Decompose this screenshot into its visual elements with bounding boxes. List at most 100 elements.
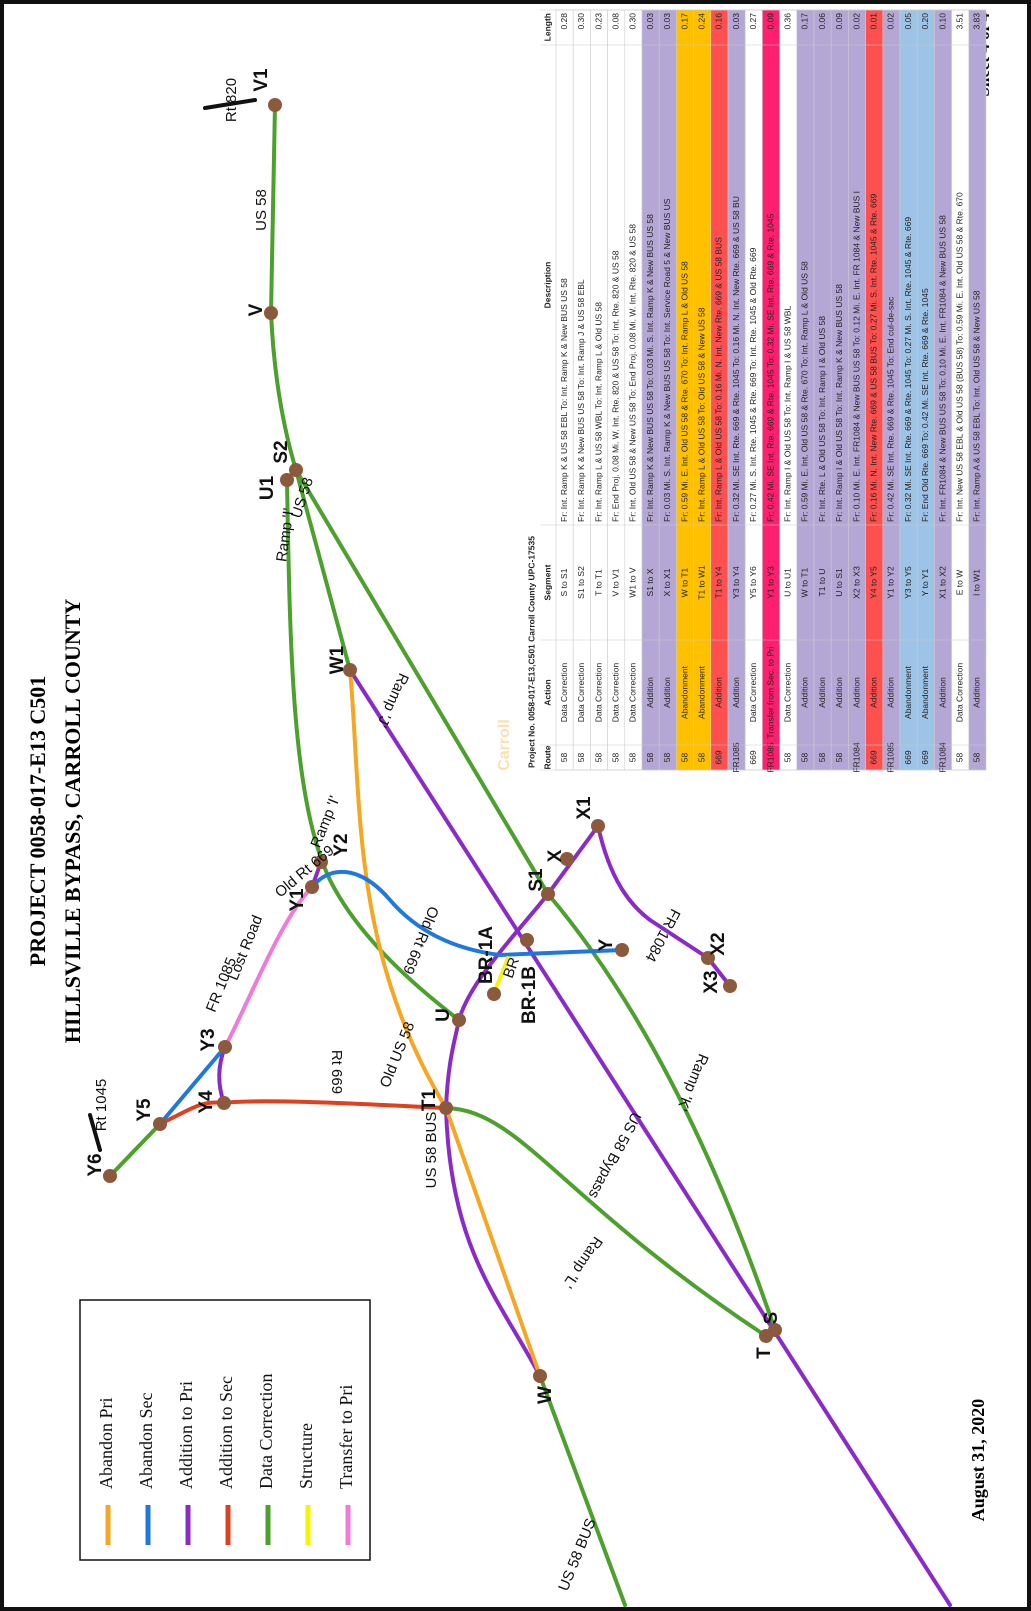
node-label: U1 bbox=[257, 475, 278, 500]
road bbox=[494, 956, 510, 990]
table-cell: 58 bbox=[696, 753, 706, 763]
table-cell: FR1085 bbox=[731, 742, 741, 773]
table-cell: S1 to X bbox=[645, 568, 655, 596]
table-cell: I to W1 bbox=[972, 569, 982, 596]
table-cell: 58 bbox=[800, 753, 810, 763]
node bbox=[591, 819, 605, 833]
table-cell: FR1084 bbox=[937, 742, 947, 773]
table-cell: 0.01 bbox=[868, 13, 878, 30]
table-cell: Y5 to Y6 bbox=[748, 566, 758, 599]
table-cell: Fr: Int. Rte. L & Old US 58 To: Int. Ram… bbox=[817, 316, 827, 522]
table-cell: S to S1 bbox=[559, 568, 569, 596]
node bbox=[343, 663, 357, 677]
node-label: W1 bbox=[327, 645, 348, 674]
table-cell: 58 bbox=[645, 753, 655, 763]
node-label: Y2 bbox=[331, 833, 352, 856]
legend-label: Abandon Sec bbox=[136, 1393, 156, 1489]
road-lines bbox=[88, 98, 952, 1607]
table-cell: S1 to S2 bbox=[576, 566, 586, 599]
table-cell: Y4 to Y5 bbox=[868, 566, 878, 599]
road bbox=[269, 103, 298, 472]
table-cell: Fr: 0.59 Mi. E. Int. Old US 58 & Rte. 67… bbox=[800, 261, 810, 522]
table-cell: 58 bbox=[679, 753, 689, 763]
legend-label: Addition to Pri bbox=[176, 1381, 196, 1489]
table-cell: 0.23 bbox=[593, 13, 603, 30]
table-cell: 0.06 bbox=[817, 13, 827, 30]
node-label: W bbox=[535, 1386, 556, 1404]
node bbox=[768, 1323, 782, 1337]
node-label: S1 bbox=[526, 868, 547, 892]
table-cell: Addition bbox=[937, 677, 947, 708]
table-cell: U to S1 bbox=[834, 568, 844, 597]
node bbox=[615, 943, 629, 957]
table-cell: Data Correction bbox=[748, 662, 758, 722]
table-cell: Fr: Int. Ramp L & Old US 58 To: 0.16 Mi.… bbox=[714, 237, 724, 522]
table-cell: Fr: Int. Ramp K & US 58 EBL To: Int. Ram… bbox=[559, 278, 569, 522]
table-cell: Addition bbox=[800, 677, 810, 708]
table-cell: Data Correction bbox=[559, 662, 569, 722]
node-label: Y bbox=[596, 938, 617, 951]
table-cell: X2 to X3 bbox=[851, 566, 861, 599]
table-cell: Fr: Int. Ramp K & New BUS US 58 To: 0.03… bbox=[645, 214, 655, 522]
table-cell: Data Correction bbox=[593, 662, 603, 722]
table-cell: 669 bbox=[868, 750, 878, 764]
table-cell: Addition bbox=[731, 677, 741, 708]
node bbox=[701, 951, 715, 965]
node bbox=[103, 1169, 117, 1183]
column-header: Route bbox=[542, 745, 552, 769]
table-cell: Addition bbox=[645, 677, 655, 708]
title: HILLSVILLE BYPASS, CARROLL COUNTY bbox=[60, 599, 85, 1044]
node-label: S2 bbox=[271, 440, 292, 463]
table-cell: Fr: Int. Old US 58 & New US 58 To: End P… bbox=[628, 224, 638, 522]
table-cell: 58 bbox=[628, 753, 638, 763]
node-label: V1 bbox=[251, 68, 272, 92]
table-cell: Addition bbox=[714, 677, 724, 708]
table-cell: Transfer from Sec. to Pri bbox=[765, 646, 775, 738]
node bbox=[439, 1101, 453, 1115]
legend-label: Structure bbox=[296, 1423, 316, 1489]
road-label: BR bbox=[500, 955, 523, 981]
column-header: Length bbox=[542, 13, 552, 41]
table-cell: 0.03 bbox=[662, 13, 672, 30]
table-cell: 58 bbox=[954, 753, 964, 763]
table-cell: Fr: 0.32 Mi. SE Int. Rte. 669 & Rte. 104… bbox=[903, 217, 913, 522]
road bbox=[285, 478, 461, 1022]
table-cell: Fr: 0.59 Mi. E. Int. Old US 58 & Rte. 67… bbox=[679, 261, 689, 522]
table-cell: Fr: 0.16 Mi. N. Int. New Rte. 669 & US 5… bbox=[868, 194, 878, 522]
table-cell: Fr: Int. Ramp L & US 58 WBL To: Int. Ram… bbox=[593, 302, 603, 522]
table-cell: V to V1 bbox=[610, 568, 620, 596]
node bbox=[487, 987, 501, 1001]
table-cell: 669 bbox=[714, 750, 724, 764]
table-cell: Addition bbox=[886, 677, 896, 708]
table-cell: 0.24 bbox=[696, 13, 706, 30]
table-cell: 0.28 bbox=[559, 13, 569, 30]
table-cell: 669 bbox=[748, 750, 758, 764]
table-cell: Fr: 0.27 Mi. S. Int. Rte. 1045 & Rte. 66… bbox=[748, 247, 758, 522]
table-cell: Addition bbox=[851, 677, 861, 708]
legend-label: Addition to Sec bbox=[216, 1376, 236, 1489]
node-label: T1 bbox=[419, 1088, 440, 1111]
table-cell: Fr: Int. Ramp A & US 58 EBL To: Int. Old… bbox=[972, 290, 982, 522]
table-cell: W1 to V bbox=[628, 567, 638, 598]
table-cell: Fr: 0.10 Mi. E. Int. FR1084 & New BUS US… bbox=[851, 191, 861, 522]
table-cell: 0.08 bbox=[610, 13, 620, 30]
node-label: BR-1B bbox=[519, 966, 540, 1024]
table-cell: Data Correction bbox=[628, 662, 638, 722]
table-cell: 3.51 bbox=[954, 13, 964, 30]
table-cell: 0.09 bbox=[834, 13, 844, 30]
table-cell: Y to Y1 bbox=[920, 568, 930, 596]
table-cell: Addition bbox=[972, 677, 982, 708]
node-label: T bbox=[754, 1347, 775, 1359]
table-cell: 0.09 bbox=[765, 13, 775, 30]
title: PROJECT 0058-017-E13 C501 bbox=[25, 676, 50, 967]
table-cell: 0.27 bbox=[748, 13, 758, 30]
table-cell: Fr: 0.32 Mi. SE Int. Rte. 669 & Rte. 104… bbox=[731, 196, 741, 522]
road bbox=[294, 468, 352, 672]
node-label: Y1 bbox=[287, 888, 308, 912]
table-cell: Fr: 0.42 Mi. SE Int. Rte. 669 & Rte. 104… bbox=[886, 296, 896, 522]
table-cell: FR1085 bbox=[765, 742, 775, 773]
road-label: Rt 1045 bbox=[93, 1079, 110, 1132]
node bbox=[264, 306, 278, 320]
table-cell: Fr: Int. FR1084 & New BUS US 58 To: 0.10… bbox=[937, 215, 947, 522]
table-cell: 58 bbox=[972, 753, 982, 763]
